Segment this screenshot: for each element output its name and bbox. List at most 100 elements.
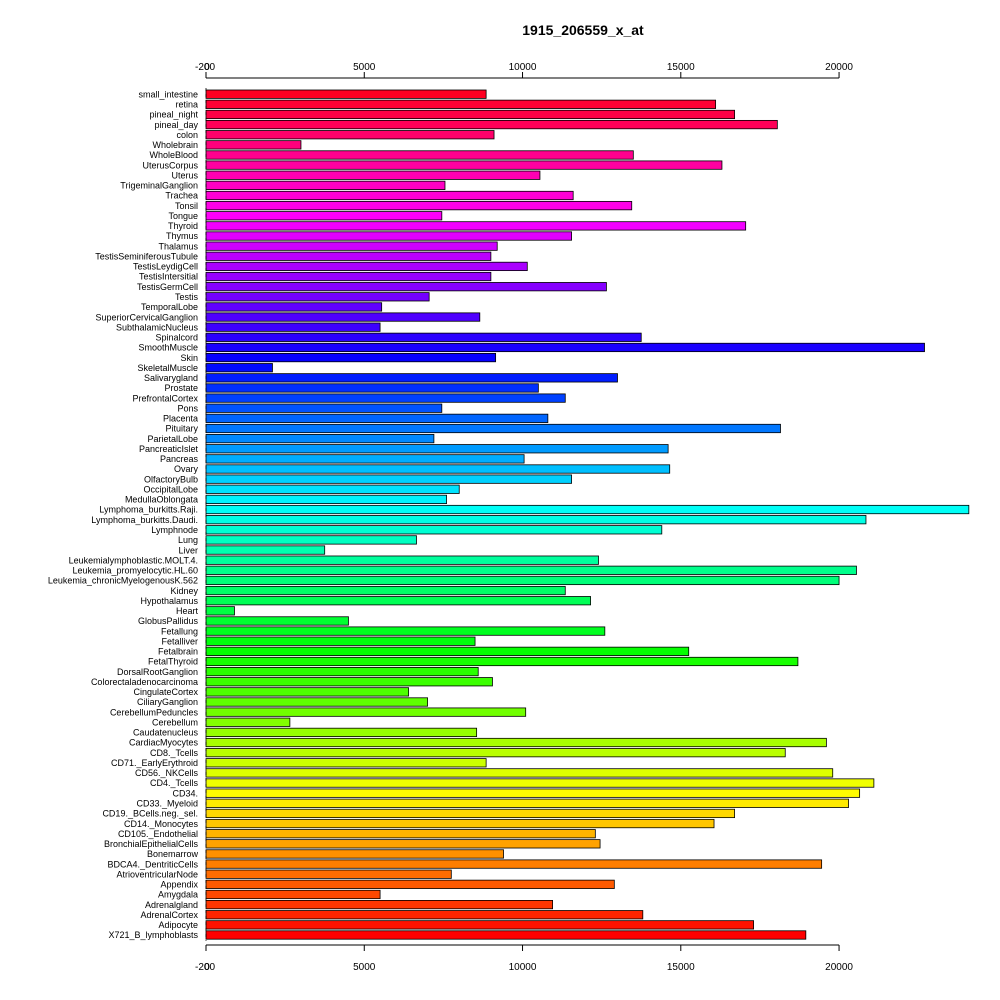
category-label: small_intestine <box>138 89 198 99</box>
category-label: Bonemarrow <box>147 849 199 859</box>
category-label: WholeBlood <box>149 150 198 160</box>
bar-Lymphoma_burkitts.Daudi. <box>205 515 867 525</box>
category-label: Placenta <box>163 414 198 424</box>
bar-retina <box>205 99 717 109</box>
bar-Leukemia_chronicMyelogenousK.562 <box>205 575 840 586</box>
category-label: ParietalLobe <box>147 434 198 444</box>
bottom-x-axis: -2000 5000 10000 15000 20000 <box>195 944 853 973</box>
bar-CiliaryGanglion <box>205 697 428 707</box>
bar-Heart <box>205 606 235 616</box>
bar-PancreaticIslet <box>205 444 669 454</box>
category-label: Trachea <box>165 191 198 201</box>
bar-Fetalliver <box>205 636 476 646</box>
bar-TestisSeminiferousTubule <box>205 251 492 261</box>
bar-CD71._EarlyErythroid <box>205 758 487 768</box>
bar-MedullaOblongata <box>205 494 447 505</box>
category-label: PancreaticIslet <box>139 444 199 454</box>
category-label: Leukemia_promyelocytic.HL.60 <box>72 566 198 576</box>
category-label: OccipitalLobe <box>143 484 198 494</box>
category-label: PrefrontalCortex <box>132 393 198 403</box>
bar-TemporalLobe <box>205 302 383 312</box>
category-label: CD8._Tcells <box>150 748 199 758</box>
top-tick-label: 0 <box>204 62 210 73</box>
bar-PrefrontalCortex <box>205 393 566 403</box>
bar-AdrenalCortex <box>205 910 644 920</box>
category-label: Thyroid <box>168 221 198 231</box>
top-x-axis: -2000 5000 10000 15000 20000 <box>195 62 853 79</box>
category-label: TestisLeydigCell <box>133 262 198 272</box>
bar-Wholebrain <box>205 140 302 150</box>
bar-Skin <box>205 352 497 363</box>
bar-Tonsil <box>205 201 633 211</box>
category-label: SmoothMuscle <box>138 343 198 353</box>
bar-CD4._Tcells <box>205 778 875 788</box>
bar-Hypothalamus <box>205 596 591 606</box>
category-label: Tonsil <box>175 201 198 211</box>
category-label: pineal_day <box>154 120 198 130</box>
category-label: Pituitary <box>165 424 198 434</box>
category-label: SuperiorCervicalGanglion <box>95 312 198 322</box>
category-label: Hypothalamus <box>140 596 198 606</box>
category-label: Lymphoma_burkitts.Daudi. <box>91 515 198 525</box>
bar-CD105._Endothelial <box>205 829 596 839</box>
category-label: SkeletalMuscle <box>137 363 198 373</box>
bar-SmoothMuscle <box>205 342 925 353</box>
category-label: Cerebellum <box>152 717 198 727</box>
category-label: Thymus <box>166 231 199 241</box>
category-label: Spinalcord <box>155 333 198 343</box>
bar-Pancreas <box>205 454 525 464</box>
top-tick-label: 20000 <box>825 62 853 73</box>
bar-TestisGermCell <box>205 282 607 292</box>
bar-Thyroid <box>205 221 747 231</box>
bar-SuperiorCervicalGanglion <box>205 312 481 322</box>
bottom-tick-label: 5000 <box>353 962 376 973</box>
bar-UterusCorpus <box>205 160 723 170</box>
category-label: CD33._Myeloid <box>136 799 198 809</box>
bar-CerebellumPeduncles <box>205 707 527 717</box>
bar-Ovary <box>205 464 671 474</box>
category-label: Fetalliver <box>161 636 198 646</box>
category-label: Ovary <box>174 464 199 474</box>
bar-OccipitalLobe <box>205 484 460 494</box>
category-label: Tongue <box>168 211 198 221</box>
bar-OlfactoryBulb <box>205 474 572 484</box>
bar-Cerebellum <box>205 717 291 727</box>
category-label: CD71._EarlyErythroid <box>111 758 198 768</box>
bar-Adrenalgland <box>205 900 553 910</box>
top-tick-label: 5000 <box>353 62 376 73</box>
category-label: GlobusPallidus <box>138 616 199 626</box>
top-tick-label: 10000 <box>509 62 537 73</box>
top-tick-label: -200 <box>195 62 215 73</box>
category-label: CingulateCortex <box>133 687 198 697</box>
category-label: Appendix <box>160 880 198 890</box>
category-label: AdrenalCortex <box>140 910 198 920</box>
bar-BronchialEpithelialCells <box>205 839 601 849</box>
category-label: X721_B_lymphoblasts <box>108 930 198 940</box>
category-label: Liver <box>178 545 198 555</box>
bottom-tick-label: 15000 <box>667 962 695 973</box>
bar-Spinalcord <box>205 332 642 342</box>
bar-Liver <box>205 545 326 555</box>
bar-TestisIntersitial <box>205 271 492 282</box>
bar-FetalThyroid <box>205 656 799 667</box>
bar-Trachea <box>205 190 574 201</box>
category-label: Prostate <box>164 383 198 393</box>
category-label: UterusCorpus <box>142 160 198 170</box>
bar-CD56._NKCells <box>205 768 834 778</box>
bar-Tongue <box>205 211 443 221</box>
bar-Prostate <box>205 383 539 393</box>
category-labels: small_intestineretinapineal_nightpineal_… <box>48 89 199 940</box>
category-label: Pancreas <box>160 454 199 464</box>
bar-small_intestine <box>205 89 487 99</box>
category-label: CD56._NKCells <box>135 768 199 778</box>
category-label: CardiacMyocytes <box>129 738 199 748</box>
category-label: retina <box>175 100 198 110</box>
bar-GlobusPallidus <box>205 616 349 626</box>
category-label: DorsalRootGanglion <box>117 667 198 677</box>
bar-CingulateCortex <box>205 687 409 697</box>
bar-Fetallung <box>205 626 606 636</box>
category-label: CD14._Monocytes <box>124 819 199 829</box>
category-label: BronchialEpithelialCells <box>104 839 199 849</box>
bar-Salivarygland <box>205 373 618 383</box>
bar-ParietalLobe <box>205 434 435 444</box>
